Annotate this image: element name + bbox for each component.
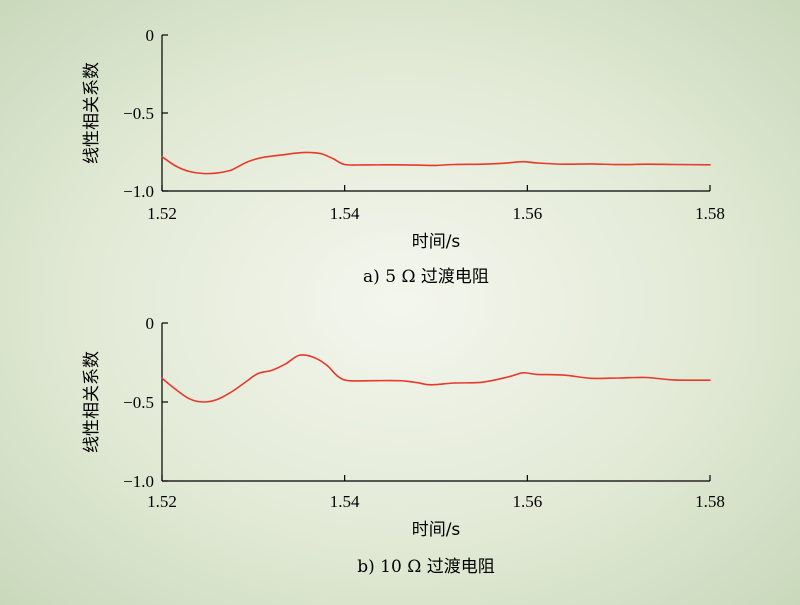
chart-caption: a) 5 Ω 过渡电阻 — [363, 267, 489, 287]
x-tick-label: 1.58 — [695, 204, 725, 223]
y-axis-label: 线性相关系数 — [82, 62, 102, 164]
x-tick-label: 1.54 — [330, 204, 360, 223]
y-tick-label: 0 — [146, 26, 155, 45]
x-tick-label: 1.56 — [512, 492, 542, 511]
chart-caption: b) 10 Ω 过渡电阻 — [357, 557, 494, 577]
y-tick-label: −1.0 — [123, 472, 154, 491]
y-axis-label: 线性相关系数 — [82, 351, 102, 453]
x-axis-label: 时间/s — [412, 520, 461, 540]
x-tick-label: 1.52 — [147, 492, 177, 511]
y-tick-label: −1.0 — [123, 182, 154, 201]
y-tick-label: −0.5 — [123, 104, 154, 123]
x-tick-label: 1.56 — [512, 204, 542, 223]
series-line — [161, 354, 711, 403]
y-tick-label: 0 — [146, 314, 155, 333]
x-axis-label: 时间/s — [412, 232, 461, 252]
series-line — [161, 151, 711, 175]
x-tick-label: 1.54 — [330, 492, 360, 511]
x-tick-label: 1.58 — [695, 492, 725, 511]
x-tick-label: 1.52 — [147, 204, 177, 223]
y-tick-label: −0.5 — [123, 393, 154, 412]
